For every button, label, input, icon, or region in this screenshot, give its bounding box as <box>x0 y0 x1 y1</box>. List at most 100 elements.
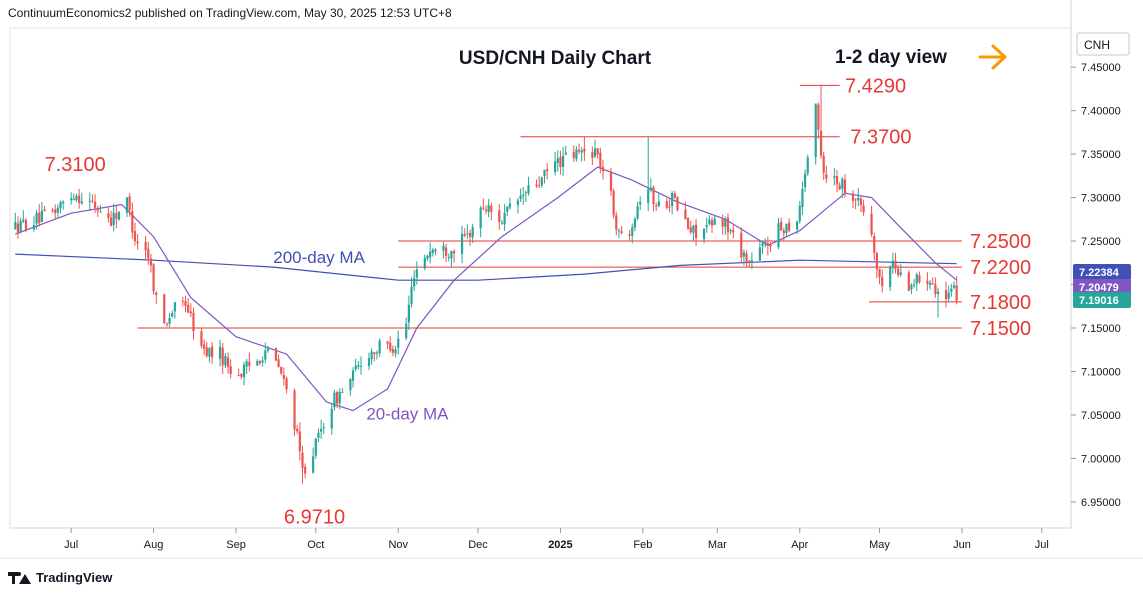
candle-body[interactable] <box>189 311 192 314</box>
candle-body[interactable] <box>131 211 134 233</box>
candle-body[interactable] <box>237 375 240 377</box>
candle-body[interactable] <box>639 201 642 205</box>
candle-body[interactable] <box>543 169 546 177</box>
candle-body[interactable] <box>171 313 174 317</box>
candle-body[interactable] <box>208 347 211 357</box>
candle-body[interactable] <box>838 185 841 190</box>
candle-body[interactable] <box>112 212 115 225</box>
candle-body[interactable] <box>538 185 541 187</box>
candle-body[interactable] <box>16 223 20 234</box>
candle-body[interactable] <box>673 193 676 198</box>
candle-body[interactable] <box>593 148 597 157</box>
candle-body[interactable] <box>258 360 262 364</box>
candle-body[interactable] <box>133 231 137 242</box>
candle-body[interactable] <box>192 312 195 332</box>
candle-body[interactable] <box>612 190 615 216</box>
candle-body[interactable] <box>479 207 482 229</box>
candle-body[interactable] <box>684 209 687 220</box>
candle-body[interactable] <box>128 196 131 211</box>
candle-body[interactable] <box>245 361 248 367</box>
candle-body[interactable] <box>936 291 940 294</box>
candle-body[interactable] <box>710 220 714 226</box>
candle-body[interactable] <box>524 192 527 194</box>
candle-body[interactable] <box>450 251 453 259</box>
candle-body[interactable] <box>91 200 94 202</box>
candle-body[interactable] <box>575 149 578 160</box>
candle-body[interactable] <box>692 225 695 233</box>
candle-body[interactable] <box>766 243 769 246</box>
candle-body[interactable] <box>136 241 139 244</box>
candle-body[interactable] <box>445 247 448 256</box>
candle-body[interactable] <box>56 207 59 213</box>
candle-body[interactable] <box>732 229 735 233</box>
candle-body[interactable] <box>452 251 456 254</box>
candle-body[interactable] <box>562 155 565 168</box>
candle-body[interactable] <box>466 233 469 235</box>
candle-body[interactable] <box>655 205 658 207</box>
candle-body[interactable] <box>843 179 847 194</box>
candle-body[interactable] <box>527 185 530 194</box>
candle-body[interactable] <box>434 249 437 252</box>
candle-body[interactable] <box>928 282 932 286</box>
candle-body[interactable] <box>163 294 166 323</box>
candle-body[interactable] <box>330 408 333 429</box>
candle-body[interactable] <box>833 176 836 178</box>
candle-body[interactable] <box>165 323 168 325</box>
candle-body[interactable] <box>274 348 278 361</box>
candle-body[interactable] <box>410 286 413 305</box>
ma200-line[interactable] <box>15 253 957 281</box>
candle-body[interactable] <box>546 169 549 172</box>
candle-body[interactable] <box>572 151 575 158</box>
candle-body[interactable] <box>761 243 764 247</box>
candle-body[interactable] <box>391 349 395 353</box>
candle-body[interactable] <box>147 248 150 259</box>
candle-body[interactable] <box>19 220 22 232</box>
candle-body[interactable] <box>144 242 147 251</box>
candle-body[interactable] <box>506 206 509 212</box>
candle-body[interactable] <box>317 432 320 438</box>
candle-body[interactable] <box>75 195 78 201</box>
candle-body[interactable] <box>782 230 785 234</box>
candle-body[interactable] <box>221 347 224 366</box>
candle-body[interactable] <box>907 272 910 291</box>
candle-body[interactable] <box>671 192 674 207</box>
candle-body[interactable] <box>628 234 631 236</box>
candle-body[interactable] <box>918 275 921 283</box>
candle-body[interactable] <box>266 348 270 351</box>
candle-body[interactable] <box>522 194 525 196</box>
candle-body[interactable] <box>897 268 900 276</box>
candle-body[interactable] <box>750 260 754 263</box>
candle-body[interactable] <box>155 292 158 295</box>
candle-body[interactable] <box>870 213 873 235</box>
candle-body[interactable] <box>934 284 937 295</box>
candle-body[interactable] <box>280 366 283 374</box>
candle-body[interactable] <box>825 174 828 179</box>
candle-body[interactable] <box>721 218 724 227</box>
candle-body[interactable] <box>357 365 360 367</box>
candle-body[interactable] <box>378 340 381 354</box>
candle-body[interactable] <box>950 288 953 292</box>
candle-body[interactable] <box>617 230 621 232</box>
candle-body[interactable] <box>218 346 222 359</box>
candle-body[interactable] <box>817 104 820 130</box>
candle-body[interactable] <box>320 428 323 432</box>
candle-body[interactable] <box>359 365 363 367</box>
candle-body[interactable] <box>891 260 894 268</box>
candle-body[interactable] <box>500 222 504 224</box>
candle-body[interactable] <box>841 178 844 189</box>
candle-body[interactable] <box>878 268 881 278</box>
candle-body[interactable] <box>32 225 36 230</box>
candle-body[interactable] <box>556 158 559 163</box>
candle-body[interactable] <box>777 223 780 247</box>
candle-body[interactable] <box>205 347 208 356</box>
candle-body[interactable] <box>559 156 562 168</box>
candle-body[interactable] <box>173 302 176 312</box>
candle-body[interactable] <box>99 211 102 213</box>
candle-body[interactable] <box>899 272 902 275</box>
candle-body[interactable] <box>261 360 264 363</box>
candle-body[interactable] <box>304 466 307 474</box>
candle-body[interactable] <box>184 301 187 306</box>
candle-body[interactable] <box>301 452 304 468</box>
candle-body[interactable] <box>657 201 660 206</box>
candle-body[interactable] <box>40 210 44 222</box>
